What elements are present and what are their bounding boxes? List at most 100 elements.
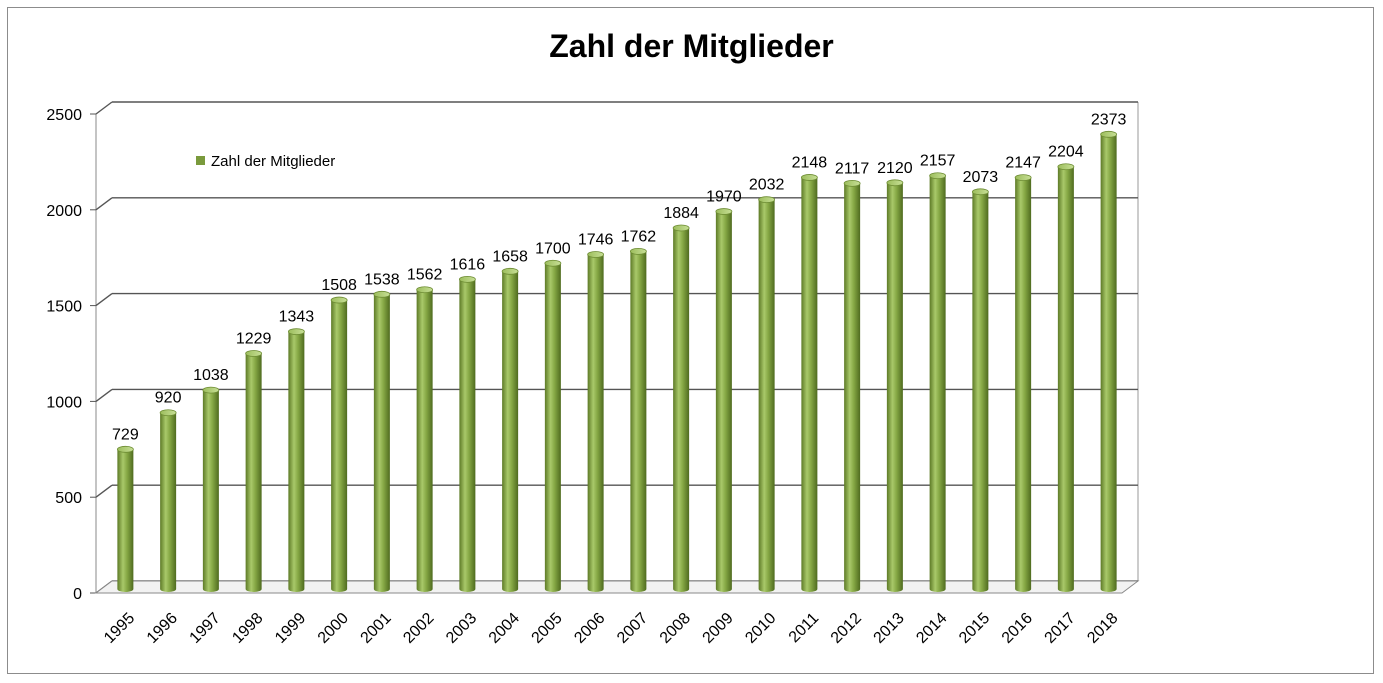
bar	[1014, 174, 1032, 592]
bar-cap	[373, 290, 391, 298]
bar-cap	[971, 188, 989, 196]
bar-cap	[416, 286, 434, 294]
bar-cap	[458, 275, 476, 283]
bar	[672, 224, 690, 592]
gridline-diag-2500	[95, 101, 113, 115]
bar-body	[416, 289, 433, 592]
y-tick-label: 1000	[46, 394, 82, 411]
x-tick-label: 2000	[315, 610, 352, 647]
bar-body	[245, 353, 262, 592]
bar-body	[844, 183, 861, 592]
bar-cap	[1014, 174, 1032, 182]
gridline-diag-500	[95, 484, 113, 498]
x-tick-label: 2009	[700, 610, 737, 647]
x-tick-label: 2015	[956, 610, 993, 647]
bar-cap	[330, 296, 348, 304]
data-label: 729	[112, 426, 139, 443]
data-label: 1038	[193, 367, 229, 384]
data-label: 1343	[279, 309, 315, 326]
bar-body	[331, 300, 348, 592]
bar	[843, 179, 861, 592]
bar	[501, 267, 519, 592]
bar	[971, 188, 989, 592]
data-label: 2157	[920, 153, 956, 170]
legend-label: Zahl der Mitglieder	[211, 153, 335, 170]
bar-cap	[672, 224, 690, 232]
x-tick-label: 2001	[358, 610, 395, 647]
bar-body	[459, 279, 476, 592]
x-tick-label: 2012	[828, 610, 865, 647]
data-label: 1700	[535, 240, 571, 257]
gridline-diag-1000	[95, 388, 113, 402]
bar-body	[972, 191, 989, 592]
gridline-diag-1500	[95, 293, 113, 307]
bar-body	[886, 182, 903, 593]
data-label: 1746	[578, 231, 614, 248]
bar-cap	[929, 172, 947, 180]
bar	[587, 251, 605, 592]
bar	[544, 259, 562, 592]
bar-body	[202, 390, 219, 592]
bar-body	[929, 175, 946, 592]
bar-cap	[116, 445, 134, 453]
data-label: 1229	[236, 331, 272, 348]
bar	[202, 386, 220, 592]
bar-body	[373, 294, 390, 592]
data-label: 1762	[621, 228, 657, 245]
data-label: 2032	[749, 177, 785, 194]
data-label: 1884	[663, 205, 699, 222]
bar	[1100, 130, 1118, 593]
x-tick-label: 2007	[614, 610, 651, 647]
data-label: 1508	[321, 277, 357, 294]
bar-body	[715, 211, 732, 592]
data-label: 2148	[792, 154, 828, 171]
bar-cap	[758, 196, 776, 204]
x-tick-label: 2003	[443, 610, 480, 647]
x-tick-label: 1997	[187, 610, 224, 647]
bar-body	[758, 199, 775, 592]
y-tick-label: 0	[73, 586, 82, 603]
data-label: 2117	[835, 160, 870, 177]
data-label: 1562	[407, 267, 443, 284]
data-label: 2204	[1048, 144, 1084, 161]
bar-cap	[629, 248, 647, 255]
x-tick-label: 2004	[486, 610, 523, 647]
x-tick-label: 2002	[400, 610, 437, 647]
bar	[245, 350, 263, 592]
x-tick-label: 2005	[529, 610, 566, 647]
chart-frame	[7, 7, 1374, 674]
x-tick-label: 2010	[742, 610, 779, 647]
x-tick-label: 2008	[657, 610, 694, 647]
bar	[715, 208, 733, 592]
bar-body	[673, 228, 690, 592]
bar-cap	[1100, 130, 1118, 138]
bar	[287, 328, 305, 592]
floor	[94, 580, 1140, 594]
bar-body	[587, 254, 604, 592]
bar	[886, 179, 904, 593]
data-label: 1970	[706, 189, 742, 206]
bar-body	[117, 449, 134, 592]
bar-cap	[287, 328, 305, 336]
bar	[929, 172, 947, 592]
bar-cap	[587, 251, 605, 258]
bar	[159, 409, 177, 592]
bar	[629, 248, 647, 592]
data-label: 2373	[1091, 111, 1127, 128]
bar	[330, 296, 348, 592]
bar-cap	[843, 179, 861, 187]
data-label: 2147	[1005, 155, 1041, 172]
bar-cap	[544, 259, 562, 267]
gridline-diag-2000	[95, 197, 113, 211]
bar-cap	[1057, 163, 1075, 171]
bar	[416, 286, 434, 592]
x-tick-label: 1996	[144, 610, 181, 647]
x-tick-label: 1998	[229, 610, 266, 647]
x-tick-label: 2011	[786, 610, 822, 646]
grid-layer	[90, 101, 1140, 594]
x-tick-label: 2018	[1084, 610, 1121, 647]
bar-body	[630, 251, 647, 592]
chart-title: Zahl der Mitglieder	[549, 28, 834, 64]
bar	[758, 196, 776, 592]
